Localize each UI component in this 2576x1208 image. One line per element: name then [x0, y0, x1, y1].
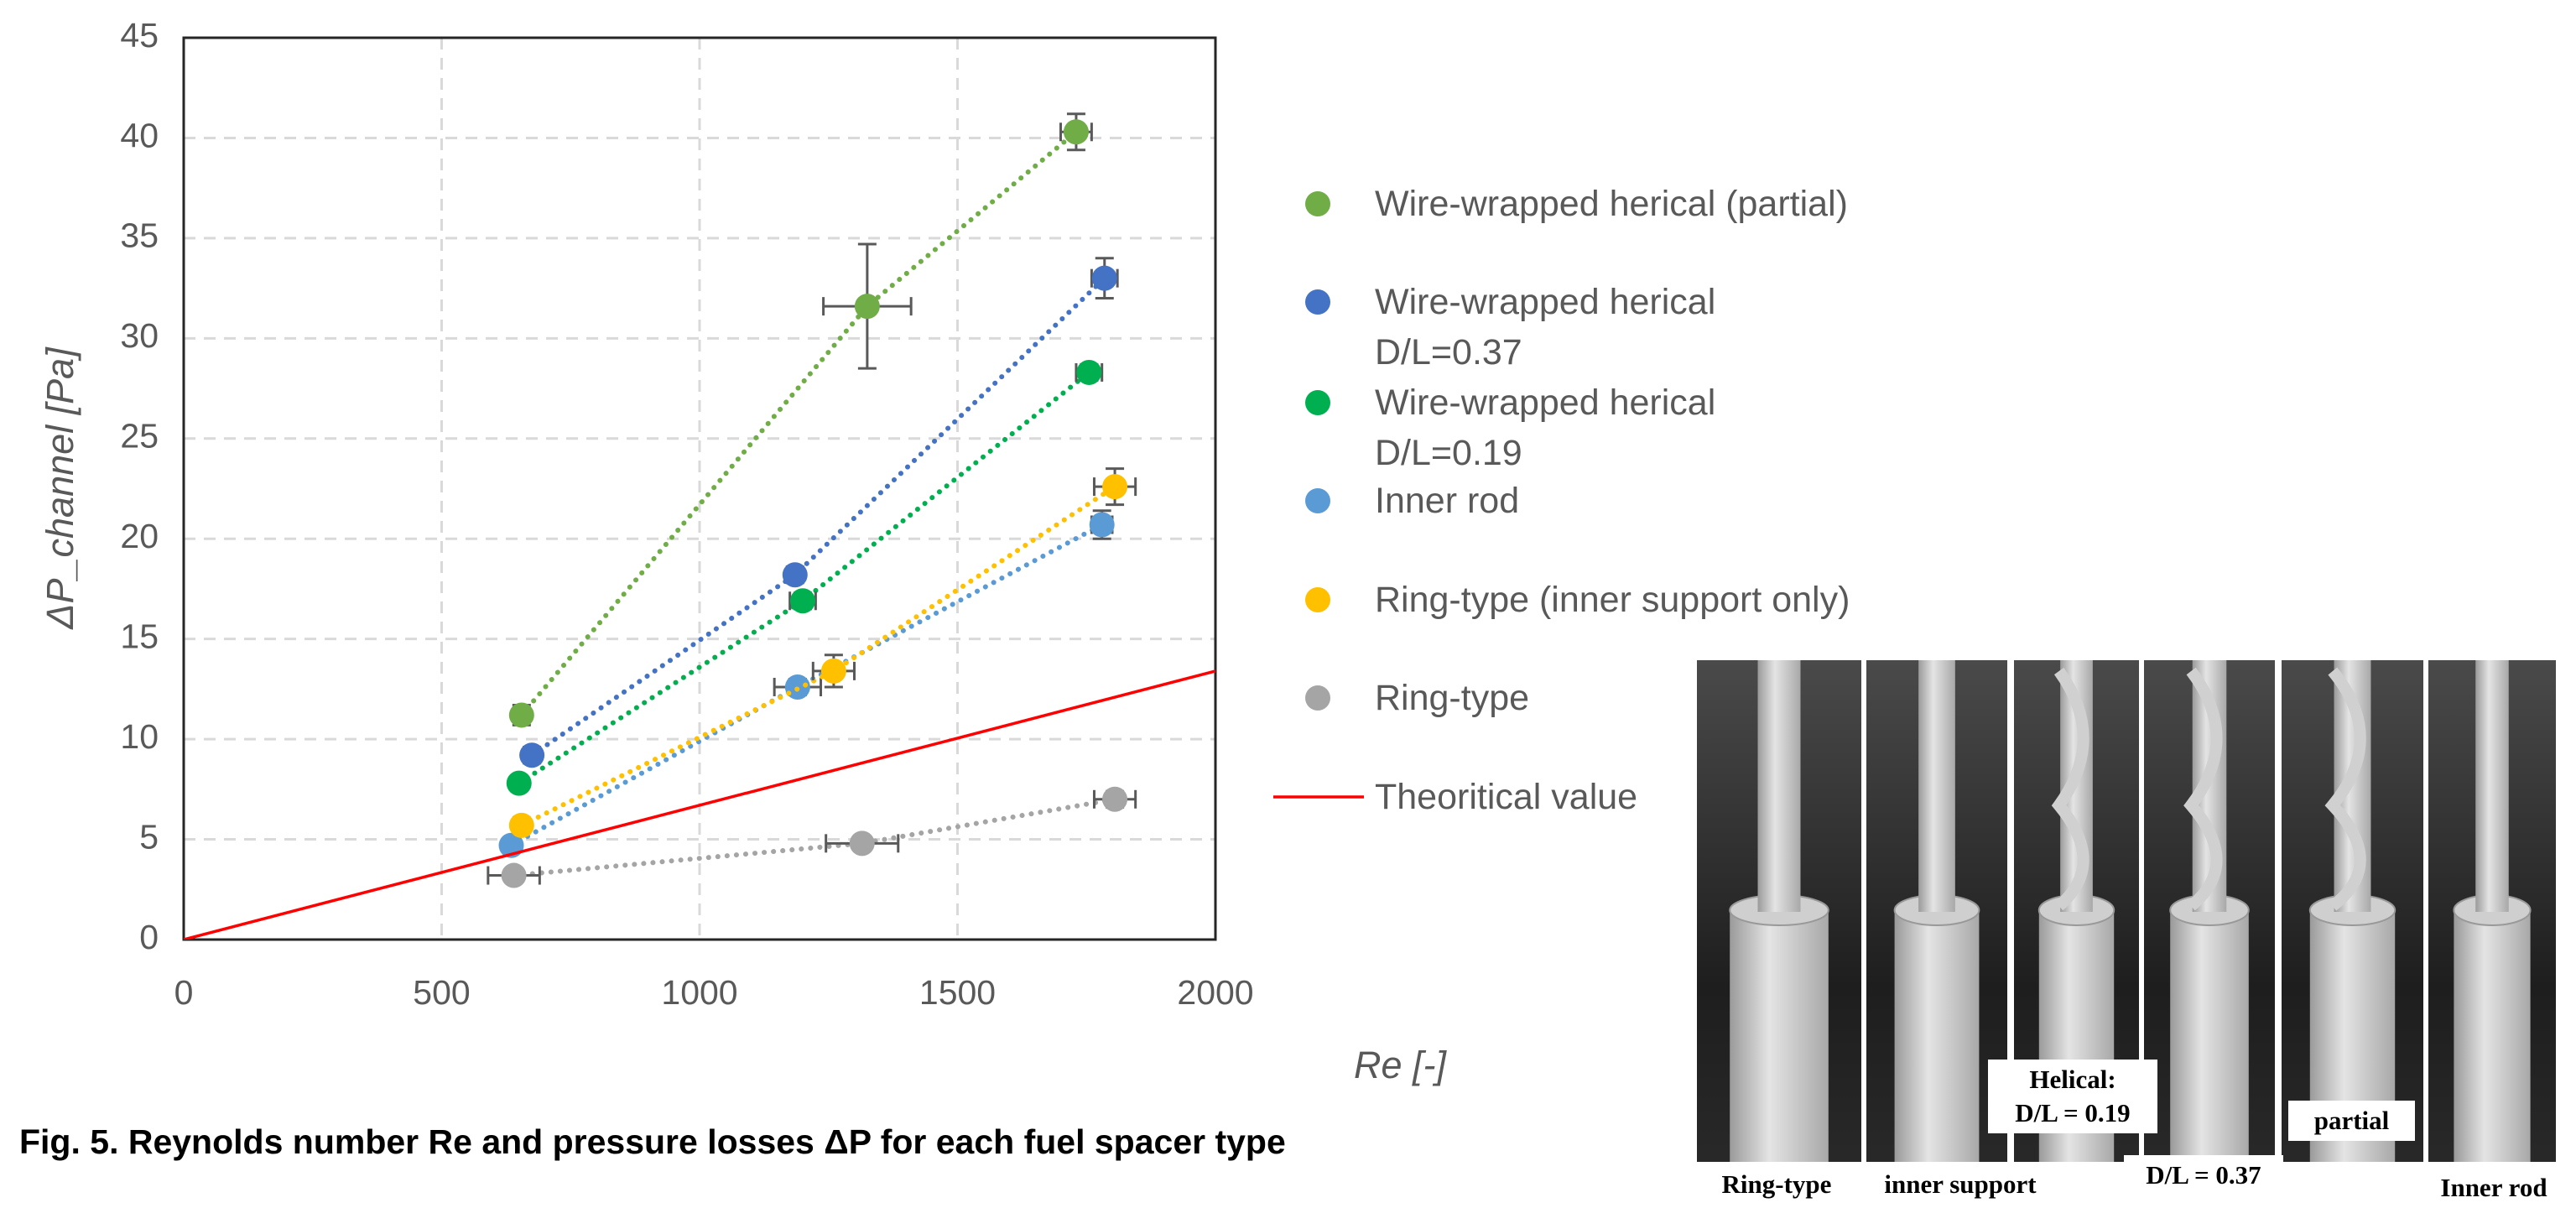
data-point	[1090, 513, 1115, 538]
data-point	[1102, 474, 1127, 499]
trend-line	[514, 799, 1115, 876]
data-point	[821, 659, 846, 684]
y-tick-label: 15	[120, 617, 159, 655]
x-axis-label: Re [-]	[1354, 1044, 1448, 1086]
photo-label: Helical: D/L = 0.19	[1988, 1060, 2157, 1133]
photo-label: inner support	[1866, 1164, 2054, 1205]
photo-label: Ring-type	[1713, 1164, 1840, 1205]
legend-marker	[1305, 191, 1330, 216]
data-point	[790, 588, 815, 613]
tube	[2170, 910, 2249, 1162]
legend-marker	[1305, 390, 1330, 415]
data-point	[1092, 266, 1117, 291]
x-tick-label: 1500	[919, 973, 996, 1012]
x-tick-label: 2000	[1177, 973, 1253, 1012]
legend-label: Ring-type (inner support only)	[1375, 575, 1850, 625]
figure-caption: Fig. 5. Reynolds number Re and pressure …	[19, 1122, 1286, 1162]
data-point	[502, 863, 527, 888]
y-tick-label: 45	[120, 16, 159, 55]
x-tick-label: 0	[174, 973, 194, 1012]
legend-label: Theoritical value	[1375, 772, 1637, 822]
data-point	[1076, 360, 1101, 385]
data-point	[509, 702, 534, 727]
data-point	[850, 830, 875, 856]
y-axis-label: ΔP_channel [Pa]	[39, 346, 81, 630]
photo-label: partial	[2288, 1101, 2415, 1141]
legend-label: Ring-type	[1375, 673, 1529, 723]
data-point	[507, 771, 532, 796]
legend-marker	[1305, 685, 1330, 711]
rod	[1918, 660, 1955, 912]
trend-line	[532, 279, 1105, 756]
y-tick-label: 10	[120, 717, 159, 756]
chart: Re [-] ΔP_channel [Pa] 0 5 10 15 20 25 30 35 40 4…	[0, 0, 2576, 1207]
legend-marker	[1305, 289, 1330, 315]
legend-label: Inner rod	[1375, 476, 1519, 526]
y-tick-label: 5	[139, 817, 159, 856]
y-tick-label: 20	[120, 517, 159, 555]
legend-label: Wire-wrapped herical D/L=0.19	[1375, 378, 1715, 478]
legend-marker	[1305, 587, 1330, 612]
legend-marker	[1305, 488, 1330, 513]
legend-label: Wire-wrapped herical D/L=0.37	[1375, 277, 1715, 378]
x-tick-label: 500	[413, 973, 470, 1012]
photo-label: D/L = 0.37	[2124, 1155, 2283, 1195]
y-tick-label: 30	[120, 316, 159, 355]
legend-label: Wire-wrapped herical (partial)	[1375, 179, 1848, 229]
tube	[1730, 910, 1829, 1162]
data-point	[509, 813, 534, 838]
data-point	[783, 562, 808, 587]
y-tick-label: 40	[120, 116, 159, 154]
y-tick-label: 35	[120, 216, 159, 255]
data-point	[855, 294, 880, 319]
tube	[1895, 910, 1980, 1162]
data-point	[1064, 119, 1089, 144]
rod	[1758, 660, 1801, 912]
y-tick-label: 25	[120, 417, 159, 456]
photo-label: Inner rod	[2431, 1168, 2557, 1208]
rod	[2475, 660, 2509, 912]
trend-line	[522, 132, 1076, 715]
label-band	[2282, 1162, 2423, 1207]
tube	[2454, 910, 2530, 1162]
data-point	[519, 742, 544, 768]
data-point	[1102, 787, 1127, 812]
y-tick-label: 0	[139, 918, 159, 956]
page: Re [-] ΔP_channel [Pa] 0 5 10 15 20 25 30 35 40 4…	[0, 0, 2576, 1207]
x-tick-label: 1000	[661, 973, 737, 1012]
